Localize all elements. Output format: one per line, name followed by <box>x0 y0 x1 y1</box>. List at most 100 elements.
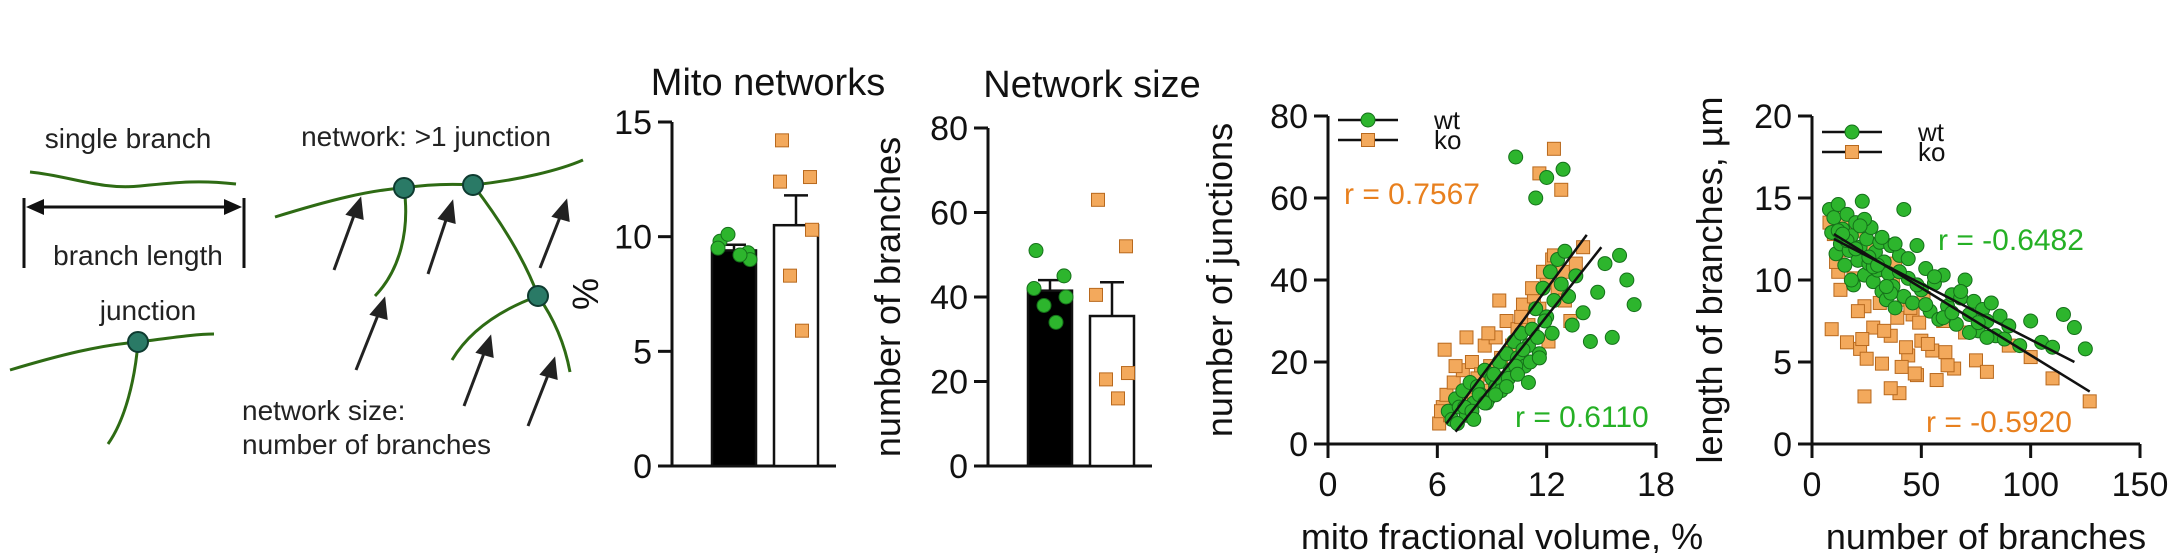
bar-wt <box>1026 289 1074 468</box>
data-point-wt <box>1597 256 1613 272</box>
single-branch-label: single branch <box>45 123 212 154</box>
legend-label-wt: wt <box>1433 105 1461 135</box>
x-axis-label: mito fractional volume, % <box>1301 516 1703 553</box>
data-point-ko <box>1874 356 1889 371</box>
data-point-ko <box>1546 141 1561 156</box>
y-tick-label: 80 <box>1270 98 1308 136</box>
y-tick-label: 10 <box>614 219 652 257</box>
data-point-ko <box>1464 355 1479 369</box>
data-point-ko <box>1492 293 1507 308</box>
data-point-ko <box>1111 391 1125 406</box>
legend-marker-wt <box>1360 112 1376 128</box>
x-tick-label: 150 <box>2112 466 2169 504</box>
data-point-ko <box>1907 366 1922 381</box>
data-point-wt <box>1918 297 1934 313</box>
data-point-ko <box>1099 372 1113 387</box>
data-point-wt <box>2066 320 2082 336</box>
x-tick-label: 0 <box>1803 466 1822 504</box>
data-point-wt <box>1510 366 1526 382</box>
network-label: network: >1 junction <box>301 121 551 152</box>
data-point-wt <box>1590 284 1606 300</box>
data-point-wt <box>1499 379 1515 395</box>
r-annotation-wt: r = 0.6110 <box>1515 401 1649 434</box>
data-point-wt <box>1531 350 1547 366</box>
data-point-ko <box>1446 375 1461 390</box>
y-axis-label: number of branches <box>867 137 908 457</box>
data-point-wt <box>2055 306 2071 322</box>
junction-label: junction <box>99 295 197 326</box>
data-point-wt <box>1626 297 1642 313</box>
data-point-wt <box>710 240 726 256</box>
data-point-ko <box>1091 192 1105 207</box>
junction-node <box>127 331 149 353</box>
data-point-ko <box>1121 366 1135 381</box>
r-annotation-ko: r = -0.5920 <box>1926 406 2072 439</box>
data-point-ko <box>1554 182 1569 197</box>
network-branch-1 <box>274 186 405 219</box>
data-point-wt <box>1619 272 1635 288</box>
data-point-ko <box>2082 394 2097 409</box>
length-arrow-left-head <box>26 199 44 215</box>
data-point-wt <box>1028 243 1044 259</box>
data-point-ko <box>1839 335 1854 350</box>
data-point-wt <box>1553 276 1569 292</box>
data-point-wt <box>2077 341 2093 357</box>
data-point-wt <box>1557 243 1573 259</box>
data-point-wt <box>1878 279 1894 295</box>
data-point-wt <box>1983 295 1999 311</box>
data-point-ko <box>1912 315 1927 330</box>
data-point-wt <box>1852 218 1868 234</box>
data-point-wt <box>1508 149 1524 165</box>
bar-ko <box>772 223 820 468</box>
network-size-chart: Network size 0 20 40 60 80 number of branches <box>867 64 1201 486</box>
data-point-wt <box>1528 190 1544 206</box>
y-tick-label: 40 <box>930 279 968 317</box>
arrow-1 <box>332 209 358 271</box>
single-branch-line <box>29 170 237 189</box>
network-branch-5 <box>471 184 540 297</box>
data-point-wt <box>1887 300 1903 316</box>
y-tick-label: 0 <box>1289 426 1308 464</box>
legend-marker-wt <box>1844 124 1860 140</box>
junction-branch-left <box>9 340 139 372</box>
schematic-panel: single branch branch length junction net… <box>9 121 584 460</box>
y-tick-label: 0 <box>1773 426 1792 464</box>
arrow-2-head <box>437 199 456 225</box>
data-point-wt <box>1843 272 1859 288</box>
network-node-2 <box>462 174 484 196</box>
data-point-wt <box>1926 269 1942 285</box>
data-point-ko <box>1089 287 1103 302</box>
data-point-wt <box>1961 324 1977 340</box>
network-size-label-1: network size: <box>242 395 405 426</box>
data-point-wt <box>1979 329 1995 345</box>
data-point-ko <box>1979 364 1994 379</box>
data-point-ko <box>2045 371 2060 386</box>
data-point-wt <box>1542 264 1558 280</box>
data-point-wt <box>1555 161 1571 177</box>
data-point-wt <box>1905 295 1921 311</box>
arrow-2 <box>426 213 450 275</box>
arrow-3 <box>538 211 564 269</box>
mito-networks-chart: Mito networks 0 5 10 15% <box>565 62 885 486</box>
arrow-5 <box>462 347 488 407</box>
data-point-ko <box>1877 323 1892 338</box>
chart-title: Network size <box>983 64 1201 106</box>
data-point-wt <box>1515 342 1531 358</box>
arrow-3-head <box>551 198 570 223</box>
data-point-wt <box>1953 283 1969 299</box>
r-annotation-wt: r = -0.6482 <box>1938 224 2084 257</box>
y-tick-label: 15 <box>614 104 652 142</box>
data-point-wt <box>1488 387 1504 403</box>
data-point-wt <box>2023 313 2039 329</box>
y-tick-label: 20 <box>1270 344 1308 382</box>
length-arrow-right-head <box>224 199 242 215</box>
network-node-1 <box>393 177 415 199</box>
legend-label-ko: ko <box>1434 125 1461 155</box>
data-point-ko <box>1929 373 1944 388</box>
arrow-5-head <box>475 334 494 359</box>
y-tick-label: 10 <box>1754 262 1792 300</box>
legend-label-ko: ko <box>1918 137 1945 167</box>
legend-marker-ko <box>1361 133 1375 147</box>
y-tick-label: 60 <box>1270 180 1308 218</box>
